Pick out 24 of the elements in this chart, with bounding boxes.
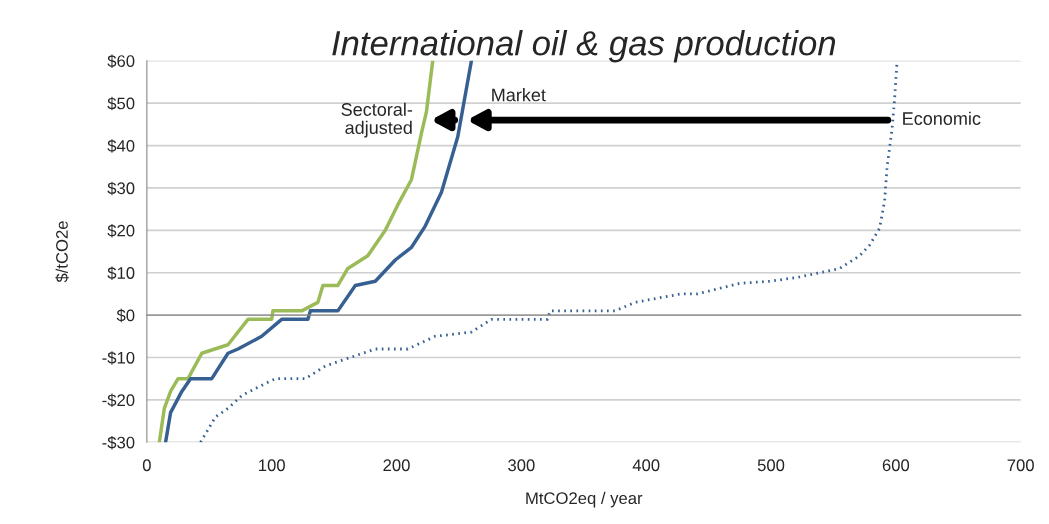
x-tick-label: 600 [882, 459, 910, 472]
annotation: Sectoral- adjusted [341, 102, 413, 138]
annotation: Market [492, 88, 546, 102]
y-tick-label: -$20 [102, 393, 135, 408]
y-tick-label: $30 [107, 181, 135, 196]
x-tick-label: 400 [632, 459, 660, 472]
x-tick-label: 100 [259, 459, 285, 472]
x-tick-label: 200 [383, 459, 410, 472]
x-tick-label: 300 [508, 459, 535, 472]
x-tick-label: 0 [142, 459, 151, 472]
annotation: Economic [903, 111, 981, 125]
x-tick-label: 700 [1007, 459, 1034, 472]
x-tick-label: 500 [757, 459, 785, 472]
y-tick-label: $20 [107, 224, 135, 238]
y-tick-label: -$10 [102, 351, 135, 365]
y-tick-label: $50 [107, 96, 135, 111]
y-tick-label: $40 [107, 139, 135, 153]
y-axis-title: $/tCO2e [55, 221, 69, 283]
y-tick-label: $10 [107, 266, 135, 280]
chart-title: International oil & gas production [332, 30, 836, 63]
y-tick-label: $60 [107, 54, 135, 68]
y-tick-label: $0 [116, 308, 135, 323]
y-tick-label: -$30 [102, 435, 135, 450]
x-axis-title: MtCO2eq / year [526, 491, 643, 508]
